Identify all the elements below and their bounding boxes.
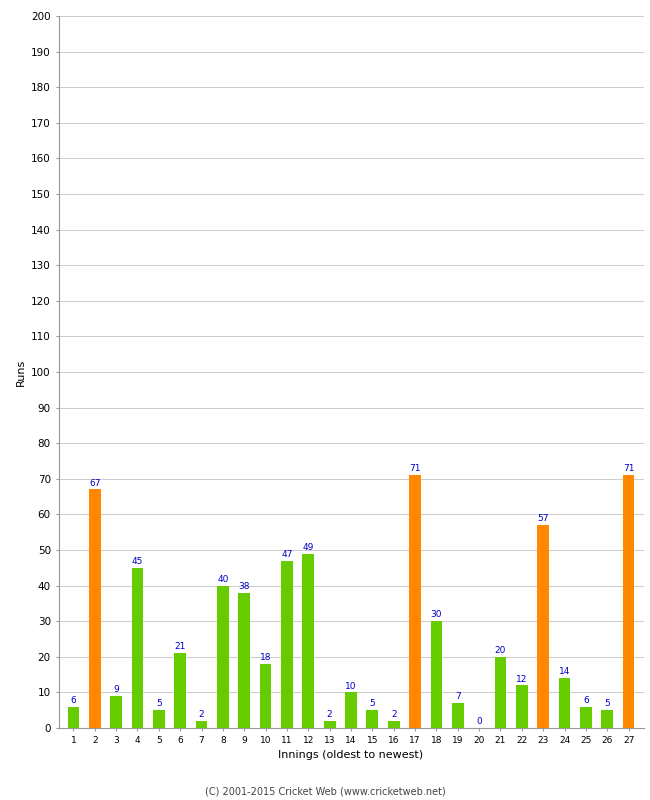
Text: 45: 45 — [132, 557, 143, 566]
Text: 5: 5 — [604, 699, 610, 709]
Bar — [239, 593, 250, 728]
Text: 71: 71 — [410, 465, 421, 474]
Text: 10: 10 — [345, 682, 357, 690]
Text: (C) 2001-2015 Cricket Web (www.cricketweb.net): (C) 2001-2015 Cricket Web (www.cricketwe… — [205, 786, 445, 796]
Text: 7: 7 — [455, 692, 461, 702]
Bar — [538, 525, 549, 728]
Bar — [601, 710, 613, 728]
Text: 12: 12 — [516, 674, 528, 683]
Text: 20: 20 — [495, 646, 506, 655]
Bar — [495, 657, 506, 728]
Y-axis label: Runs: Runs — [16, 358, 25, 386]
Bar — [388, 721, 400, 728]
Bar — [260, 664, 272, 728]
X-axis label: Innings (oldest to newest): Innings (oldest to newest) — [278, 750, 424, 760]
Text: 49: 49 — [303, 542, 314, 552]
Bar — [580, 706, 592, 728]
Bar — [68, 706, 79, 728]
Bar — [430, 622, 442, 728]
Bar — [345, 693, 357, 728]
Text: 5: 5 — [156, 699, 162, 709]
Text: 71: 71 — [623, 465, 634, 474]
Bar — [516, 686, 528, 728]
Text: 38: 38 — [239, 582, 250, 591]
Text: 14: 14 — [559, 667, 570, 676]
Bar — [217, 586, 229, 728]
Text: 21: 21 — [174, 642, 186, 651]
Bar — [281, 561, 292, 728]
Text: 6: 6 — [71, 696, 76, 705]
Bar — [452, 703, 463, 728]
Text: 9: 9 — [113, 685, 119, 694]
Bar — [367, 710, 378, 728]
Text: 67: 67 — [89, 478, 101, 488]
Bar — [324, 721, 335, 728]
Text: 57: 57 — [538, 514, 549, 523]
Text: 2: 2 — [391, 710, 396, 719]
Bar — [196, 721, 207, 728]
Bar — [302, 554, 314, 728]
Bar — [111, 696, 122, 728]
Bar — [153, 710, 164, 728]
Text: 30: 30 — [431, 610, 442, 619]
Bar — [410, 475, 421, 728]
Bar — [623, 475, 634, 728]
Bar — [558, 678, 571, 728]
Bar — [89, 490, 101, 728]
Text: 0: 0 — [476, 718, 482, 726]
Bar — [174, 654, 186, 728]
Text: 18: 18 — [260, 653, 271, 662]
Bar — [131, 568, 144, 728]
Text: 6: 6 — [583, 696, 589, 705]
Text: 40: 40 — [217, 575, 229, 584]
Text: 47: 47 — [281, 550, 292, 559]
Text: 2: 2 — [327, 710, 332, 719]
Text: 5: 5 — [369, 699, 375, 709]
Text: 2: 2 — [199, 710, 204, 719]
